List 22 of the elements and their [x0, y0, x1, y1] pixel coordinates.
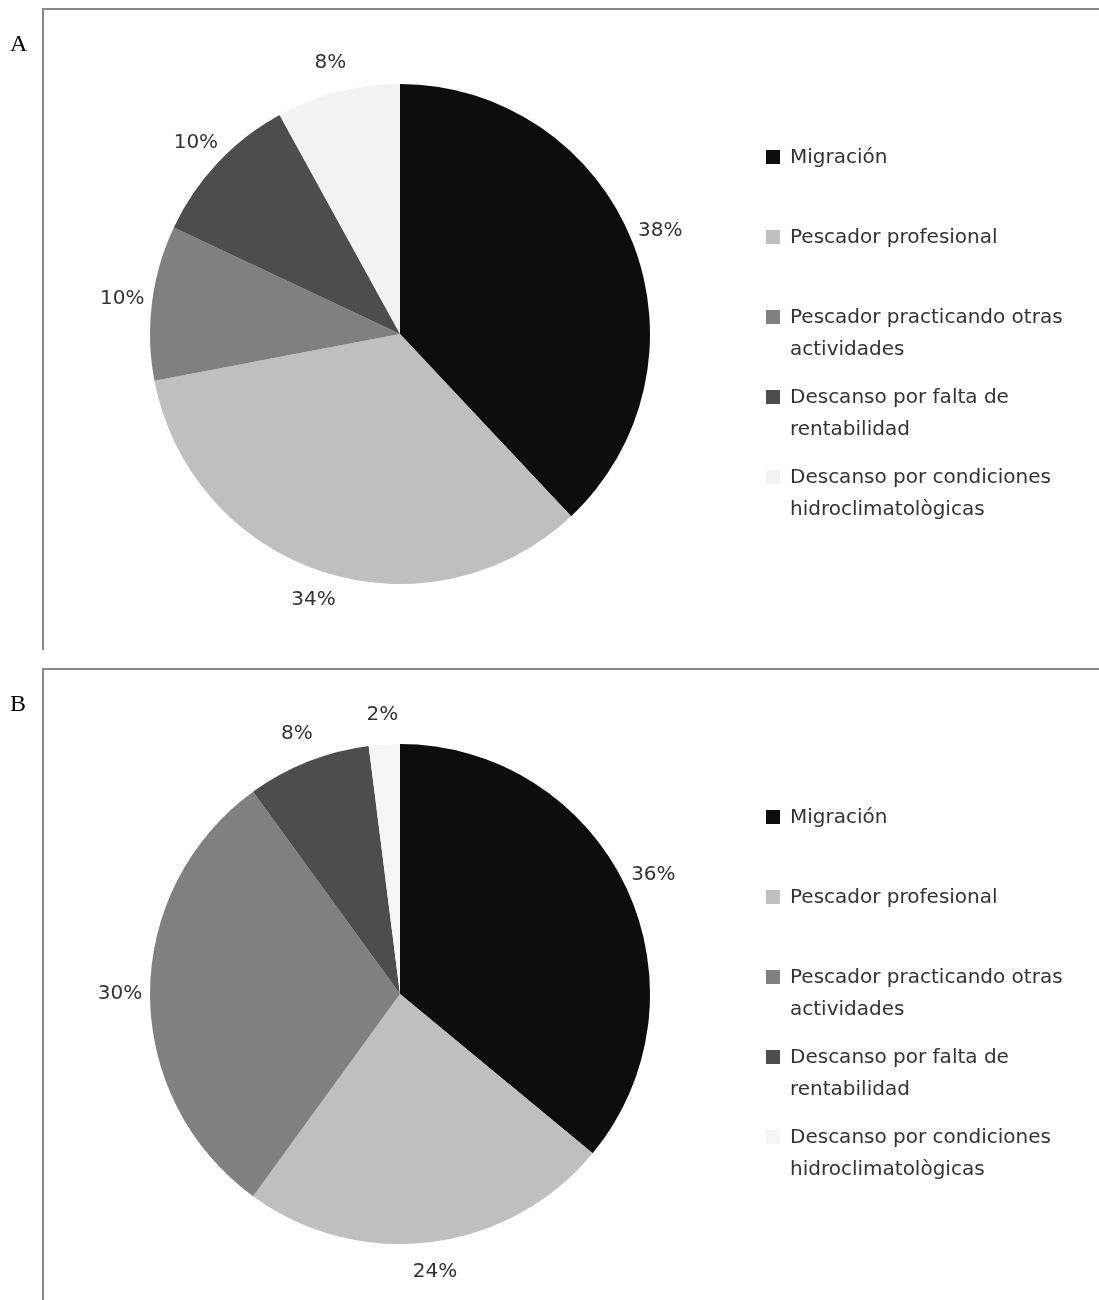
data-label: 36% — [631, 860, 676, 885]
data-label: 8% — [281, 719, 313, 744]
legend-label: Descanso por falta de rentabilidad — [789, 1043, 1010, 1102]
legend-label: Pescador profesional — [789, 223, 999, 250]
data-label: 10% — [99, 285, 145, 310]
data-label: 2% — [366, 700, 399, 725]
legend-label: Descanso por falta de rentabilidad — [789, 383, 1010, 442]
data-label: 38% — [638, 217, 683, 242]
legend-label: Pescador practicando otras actividades — [789, 303, 1064, 362]
chart-title: B — [10, 690, 27, 717]
data-label: 34% — [291, 586, 336, 611]
chart-title: A — [10, 30, 28, 57]
data-label: 10% — [173, 128, 219, 153]
legend-label: Migración — [789, 803, 889, 830]
data-label: 24% — [412, 1258, 458, 1282]
legend-label: Pescador profesional — [789, 883, 999, 910]
legend-label: Migración — [789, 143, 889, 170]
legend-label: Descanso por condiciones hidroclimatològicas — [789, 1123, 1052, 1182]
data-label: 8% — [314, 49, 347, 73]
legend-label: Descanso por condiciones hidroclimatològicas — [789, 463, 1052, 522]
data-label: 30% — [97, 980, 143, 1005]
legend-label: Pescador practicando otras actividades — [789, 963, 1064, 1022]
